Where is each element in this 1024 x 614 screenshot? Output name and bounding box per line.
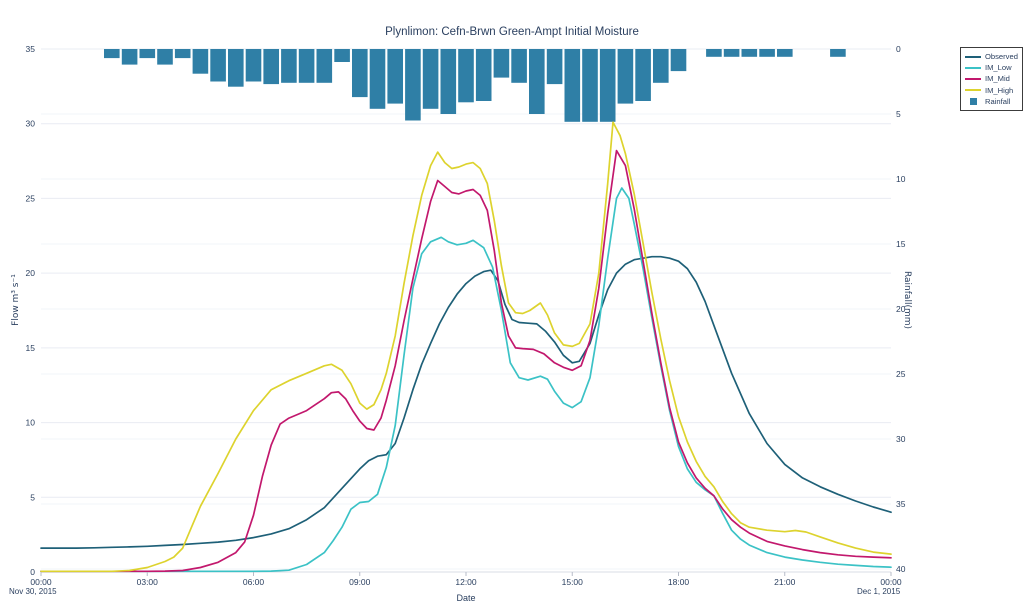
rainfall-bar — [104, 49, 120, 59]
rainfall-bar — [741, 49, 758, 57]
y-right-tick-label: 25 — [896, 369, 906, 379]
rainfall-bar — [511, 49, 527, 83]
y-right-tick-label: 30 — [896, 434, 906, 444]
rainfall-bar — [174, 49, 191, 59]
rainfall-bar — [723, 49, 740, 57]
x-tick-label: 00:00 — [30, 577, 52, 587]
x-tick-label: 06:00 — [243, 577, 265, 587]
rainfall-bar — [139, 49, 156, 59]
y-left-tick-label: 25 — [26, 193, 36, 203]
rainfall-bar — [475, 49, 492, 101]
rainfall-bar — [422, 49, 439, 109]
y-left-tick-label: 15 — [26, 343, 36, 353]
legend-label: IM_High — [985, 85, 1014, 95]
rainfall-bar — [263, 49, 279, 85]
legend-bar-swatch — [965, 92, 981, 110]
rainfall-bar — [298, 49, 315, 83]
series-line-im_mid — [40, 149, 892, 573]
rainfall-bar — [777, 49, 793, 57]
rainfall-bar — [352, 49, 368, 98]
x-tick-label: 18:00 — [668, 577, 690, 587]
y-axis-title-left: Flow m³ s⁻¹ — [11, 274, 21, 326]
legend-line-swatch — [965, 77, 981, 80]
chart-title: Plynlimon: Cefn-Brwn Green-Ampt Initial … — [385, 26, 639, 38]
rainfall-bar — [706, 49, 722, 57]
series-line-observed — [40, 255, 892, 549]
rainfall-bar — [529, 49, 545, 114]
x-tick-label: 09:00 — [349, 577, 371, 587]
y-right-tick-label: 10 — [896, 174, 906, 184]
legend-line-swatch — [965, 66, 981, 69]
x-tick-label: 03:00 — [137, 577, 159, 587]
rainfall-bar — [405, 49, 421, 121]
legend-line-swatch — [965, 55, 981, 58]
rainfall-bar — [192, 49, 209, 74]
legend-label: Observed — [985, 52, 1018, 62]
y-right-tick-label: 5 — [896, 109, 901, 119]
rainfall-bar — [564, 49, 581, 122]
x-start-date-label: Nov 30, 2015 — [9, 587, 57, 596]
y-right-tick-label: 20 — [896, 304, 906, 314]
legend-item-im_high[interactable]: IM_High — [965, 85, 1018, 96]
legend: Observed IM_Low IM_Mid IM_High Rainfall — [960, 47, 1023, 111]
rainfall-bar — [228, 49, 244, 87]
legend-item-im_low[interactable]: IM_Low — [965, 62, 1018, 73]
rainfall-bar — [316, 49, 333, 83]
y-axis-title-right: Rainfall(mm) — [902, 270, 912, 330]
rainfall-bar — [458, 49, 474, 103]
legend-label: Rainfall — [985, 96, 1011, 106]
x-tick-label: 21:00 — [774, 577, 796, 587]
rainfall-bar — [635, 49, 651, 101]
rainfall-bar — [440, 49, 457, 114]
rainfall-bar — [493, 49, 510, 78]
legend-item-rainfall[interactable]: Rainfall — [965, 96, 1018, 107]
rainfall-bar — [334, 49, 350, 62]
rainfall-bar — [157, 49, 173, 65]
rainfall-bar — [369, 49, 386, 109]
rainfall-bar — [121, 49, 138, 65]
y-left-tick-label: 20 — [26, 268, 36, 278]
series-line-im_low — [40, 187, 892, 573]
rainfall-bar — [670, 49, 687, 72]
y-left-tick-label: 10 — [26, 418, 36, 428]
rainfall-bar — [599, 49, 616, 122]
rainfall-bar — [210, 49, 226, 82]
x-tick-label: 12:00 — [455, 577, 477, 587]
x-tick-label: 00:00 — [880, 577, 902, 587]
legend-label: IM_Low — [985, 63, 1012, 73]
rainfall-bar — [245, 49, 262, 82]
rainfall-bar — [830, 49, 846, 57]
legend-label: IM_Mid — [985, 74, 1010, 84]
rainfall-bar — [653, 49, 669, 83]
rainfall-bar — [617, 49, 634, 104]
legend-line-swatch — [965, 89, 981, 92]
legend-item-observed[interactable]: Observed — [965, 51, 1018, 62]
y-left-tick-label: 0 — [30, 567, 35, 577]
y-right-tick-label: 35 — [896, 499, 906, 509]
x-axis-title: Date — [456, 593, 476, 603]
y-left-tick-label: 5 — [30, 492, 35, 502]
rainfall-bar — [582, 49, 598, 122]
y-right-tick-label: 0 — [896, 44, 901, 54]
y-left-tick-label: 30 — [26, 119, 36, 129]
rainfall-bar — [546, 49, 563, 85]
y-right-tick-label: 40 — [896, 564, 906, 574]
series-line-im_high — [40, 121, 892, 573]
rainfall-bar — [387, 49, 403, 104]
rainfall-bar — [759, 49, 775, 57]
y-left-tick-label: 35 — [26, 44, 36, 54]
rainfall-bar — [281, 49, 297, 83]
x-end-date-label: Dec 1, 2015 — [857, 587, 901, 596]
y-right-tick-label: 15 — [896, 239, 906, 249]
x-tick-label: 15:00 — [562, 577, 584, 587]
legend-item-im_mid[interactable]: IM_Mid — [965, 73, 1018, 84]
